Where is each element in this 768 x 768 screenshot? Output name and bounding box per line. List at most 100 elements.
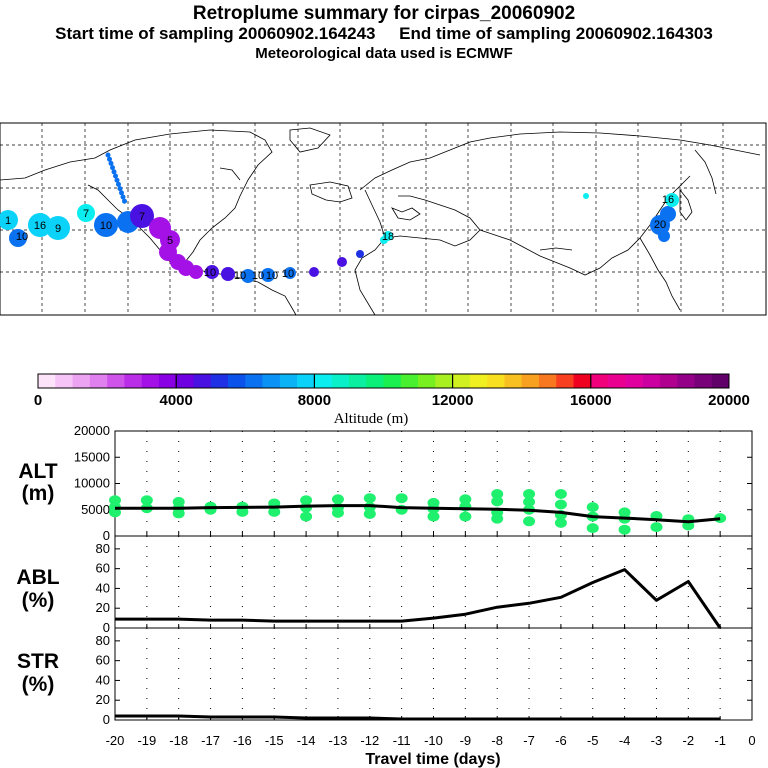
plume-point-label: 18	[382, 231, 394, 243]
sampling-time-line: Start time of sampling 20060902.164243 E…	[0, 24, 768, 44]
colorbar-swatch	[573, 374, 592, 388]
x-tick-label: -4	[619, 733, 631, 748]
plume-tail-dot	[111, 169, 117, 175]
colorbar-swatch	[331, 374, 350, 388]
plume-tail-dot	[117, 186, 123, 192]
alt-scatter-point	[491, 513, 504, 524]
x-tick-label: -5	[587, 733, 599, 748]
plume-point-label: 10	[282, 268, 294, 280]
alt-scatter-point	[554, 499, 567, 510]
plume-point-label: 10	[100, 220, 112, 232]
colorbar-swatch	[366, 374, 384, 388]
alt-scatter-point	[586, 523, 599, 534]
alt-scatter-point	[109, 507, 121, 518]
colorbar-swatch	[469, 374, 488, 388]
plume-tail-dot	[120, 194, 126, 200]
plume-point	[241, 269, 255, 283]
plume-tail-dot	[116, 181, 121, 187]
colorbar-swatch	[141, 374, 160, 388]
plume-tail-dot	[119, 190, 124, 196]
y-tick-label: 0	[103, 528, 110, 543]
plume-point-label: 10	[252, 270, 264, 282]
colorbar-swatch	[642, 374, 661, 388]
alt-scatter-point	[491, 489, 504, 499]
str-panel: 0 20 40 60 80	[96, 627, 753, 727]
plume-point-label: 10	[266, 270, 278, 282]
colorbar-swatch	[435, 374, 453, 388]
altitude-colorbar: 0 4000 8000 12000 16000 20000 Altitude (m)	[34, 373, 750, 427]
x-tick-label: -1	[714, 733, 726, 748]
colorbar-swatch	[55, 374, 73, 388]
series-line	[115, 568, 722, 629]
y-tick-label: 10000	[74, 476, 110, 491]
met-data-label: Meteorological data used is ECMWF	[255, 45, 513, 62]
alt-scatter-point	[427, 511, 440, 522]
y-tick-label: 15000	[74, 449, 110, 464]
alt-scatter-point	[586, 502, 599, 513]
x-tick-label: -18	[169, 733, 188, 748]
abl-unit-label: (%)	[22, 589, 55, 612]
alt-scatter-point	[363, 493, 376, 504]
plume-trail	[105, 152, 127, 204]
colorbar-swatch	[452, 374, 471, 388]
panel-frame	[114, 627, 753, 721]
y-tick-label: 20000	[74, 423, 110, 438]
series-line	[115, 504, 721, 524]
plume-point-label: 10	[204, 267, 216, 279]
y-tick-label: 80	[96, 541, 110, 556]
colorbar-swatch	[193, 374, 212, 388]
x-tick-label: -16	[233, 733, 252, 748]
abl-label: ABL	[16, 566, 59, 589]
x-tick-label: -12	[360, 733, 379, 748]
alt-scatter-point	[714, 513, 727, 524]
alt-scatter-point	[300, 495, 313, 506]
colorbar-swatch	[521, 374, 540, 388]
y-tick-label: 40	[96, 580, 110, 595]
x-tick-label: -3	[651, 733, 663, 748]
plume-tail-dot	[110, 165, 115, 171]
colorbar-title: Altitude (m)	[334, 411, 409, 427]
x-tick-label: -19	[137, 733, 156, 748]
colorbar-swatch	[176, 374, 194, 388]
colorbar-tick-label: 4000	[160, 392, 193, 409]
plume-point	[77, 204, 95, 222]
x-tick-label: -20	[106, 733, 125, 748]
colorbar-swatch	[124, 374, 142, 388]
plume-point-label: 7	[83, 208, 89, 220]
plume-tail-dot	[114, 177, 120, 183]
plume-point	[130, 204, 154, 228]
alt-scatter-point	[363, 508, 376, 519]
alt-scatter-point	[140, 495, 153, 506]
plume-point-label: 1	[5, 215, 11, 227]
colorbar-swatch	[158, 374, 177, 388]
colorbar-swatch	[556, 374, 574, 388]
colorbar-swatch	[245, 374, 263, 388]
x-tick-label: -11	[393, 733, 411, 748]
colorbar-tick-label: 20000	[708, 392, 750, 409]
y-tick-label: 20	[96, 600, 110, 615]
alt-scatter-point	[395, 493, 408, 504]
alt-scatter-point	[172, 508, 185, 519]
colorbar-swatch	[228, 374, 246, 388]
plume-tail-dot	[122, 198, 127, 204]
y-tick-label: 0	[103, 712, 110, 727]
plume-point-label: 20	[654, 219, 666, 231]
y-tick-label: 60	[96, 561, 110, 576]
plume-point	[205, 265, 219, 279]
plume-tail-dot	[113, 173, 118, 179]
alt-panel: 0 5000 10000 15000 20000	[74, 423, 753, 543]
series-line	[115, 714, 721, 721]
alt-scatter-point	[268, 506, 281, 517]
y-tick-label: 40	[96, 672, 110, 687]
alt-scatter-point	[491, 496, 504, 507]
colorbar-swatch	[348, 374, 367, 388]
plume-point	[261, 268, 275, 282]
plume-point	[665, 193, 679, 207]
colorbar-swatch	[89, 374, 108, 388]
colorbar-swatch	[590, 374, 609, 388]
plume-point-label: 7	[139, 211, 145, 223]
chart-title: Retroplume summary for cirpas_20060902	[192, 3, 576, 24]
x-tick-label: -7	[523, 733, 535, 748]
colorbar-swatch	[107, 374, 125, 388]
